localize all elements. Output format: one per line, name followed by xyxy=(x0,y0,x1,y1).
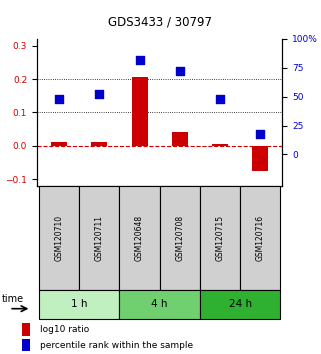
Bar xyxy=(160,186,200,290)
Bar xyxy=(240,186,281,290)
Point xyxy=(56,96,62,102)
Text: 4 h: 4 h xyxy=(152,299,168,309)
Bar xyxy=(91,142,107,146)
Bar xyxy=(200,186,240,290)
Text: GSM120708: GSM120708 xyxy=(175,215,184,261)
Bar xyxy=(172,132,188,146)
Bar xyxy=(252,146,268,171)
Point xyxy=(258,131,263,136)
Point xyxy=(137,57,142,63)
Bar xyxy=(212,144,228,146)
Point xyxy=(218,96,223,102)
Point xyxy=(177,68,182,74)
Bar xyxy=(119,186,160,290)
Bar xyxy=(22,323,30,336)
Bar xyxy=(22,339,30,351)
Bar xyxy=(200,290,281,319)
Bar xyxy=(39,186,79,290)
Text: time: time xyxy=(2,294,24,304)
Text: GSM120716: GSM120716 xyxy=(256,215,265,261)
Point xyxy=(97,92,102,97)
Text: GSM120715: GSM120715 xyxy=(216,215,225,261)
Bar xyxy=(79,186,119,290)
Bar xyxy=(119,290,200,319)
Text: 24 h: 24 h xyxy=(229,299,252,309)
Text: GSM120711: GSM120711 xyxy=(95,215,104,261)
Text: 1 h: 1 h xyxy=(71,299,87,309)
Text: log10 ratio: log10 ratio xyxy=(40,325,89,334)
Text: GSM120648: GSM120648 xyxy=(135,215,144,261)
Bar xyxy=(51,142,67,146)
Text: percentile rank within the sample: percentile rank within the sample xyxy=(40,341,193,350)
Bar xyxy=(132,77,148,146)
Text: GDS3433 / 30797: GDS3433 / 30797 xyxy=(108,16,213,29)
Bar xyxy=(39,290,119,319)
Text: GSM120710: GSM120710 xyxy=(55,215,64,261)
